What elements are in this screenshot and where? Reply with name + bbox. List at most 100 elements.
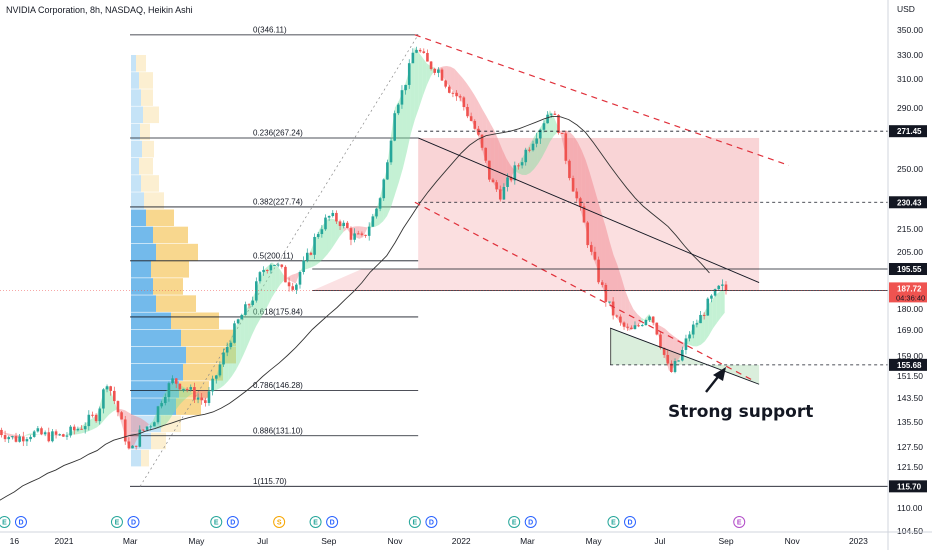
candle-body [11,436,14,438]
volume-profile-yellow-bar [153,226,188,244]
chart-title: NVIDIA Corporation, 8h, NASDAQ, Heikin A… [6,5,193,15]
candle-body [142,429,145,431]
ma-ribbon-segment [244,306,249,354]
fib-level-label: 0.382(227.74) [253,197,303,206]
event-marker[interactable] [110,516,123,528]
candle-body [367,226,371,236]
event-marker[interactable] [127,516,140,528]
candle-body [313,236,316,255]
candle-body [149,426,153,428]
time-tick-label: Nov [785,536,801,546]
event-marker[interactable] [508,516,521,528]
candle-body [262,269,265,273]
candle-body [619,316,622,323]
candle-body [276,264,280,266]
volume-profile [131,55,236,467]
candle-body [386,162,389,180]
event-marker[interactable] [408,516,421,528]
event-marker[interactable] [607,516,620,528]
volume-profile-yellow-bar [139,72,153,89]
candle-body [58,434,61,436]
event-marker[interactable] [226,516,239,528]
event-marker[interactable] [733,516,746,528]
candle-body [440,69,444,81]
time-axis[interactable]: 16 2021 Mar May Jul Sep Nov 2022 Mar May Jul Sep Nov… [0,531,932,546]
price-tag-bg [889,196,927,209]
candle-body [721,284,724,286]
event-marker[interactable] [210,516,223,528]
event-marker[interactable] [14,516,27,528]
time-tick-label: 2022 [452,536,471,546]
ma-ribbon-segment [335,219,340,244]
ma-ribbon-segment [295,271,300,284]
volume-profile-blue-bar [131,415,161,433]
candle-body [200,397,203,401]
candle-body [426,52,429,62]
price-tick-label: 180.00 [897,304,923,314]
event-marker[interactable] [0,516,11,528]
candle-body [415,49,418,53]
candle-body [531,143,535,151]
candle-body [411,52,415,64]
candle-body [600,282,604,285]
candle-body [127,441,131,449]
ma-ribbon-segment [677,338,681,363]
event-marker[interactable] [524,516,537,528]
volume-profile-blue-bar [131,243,156,261]
ma-ribbon-segment [569,132,574,188]
ma-ribbon-segment [446,66,451,89]
fib-level-label: 0.5(200.11) [253,251,294,260]
price-axis[interactable]: USD350.00330.00310.00290.00270.00250.002… [887,0,927,550]
ma-ribbon-segment [363,226,368,238]
candle-body [113,390,116,402]
candle-body [193,387,196,400]
candle-body [404,84,407,91]
candle-body [429,61,433,69]
event-marker[interactable] [326,516,339,528]
event-marker[interactable] [425,516,438,528]
candle-body [571,178,575,192]
candle-body [684,338,688,350]
candle-body [433,68,437,73]
candle-body [163,397,167,404]
event-marker-label: D [429,520,434,527]
candle-body [673,361,677,372]
ma-ribbon-segment [510,164,515,179]
candle-body [298,271,302,285]
price-tick-label: 310.00 [897,74,923,84]
event-marker[interactable] [273,516,286,528]
volume-profile-yellow-bar [153,278,183,295]
candle-body [484,147,487,161]
ma-ribbon-segment [458,73,463,103]
candle-body [586,222,589,246]
candle-body [688,334,691,339]
candle-body [560,132,564,134]
candle-body [422,51,426,53]
fib-level-label: 0.786(146.28) [253,381,303,390]
candle-body [258,272,262,282]
annotation-text: Strong support [668,402,813,422]
ma-ribbon-segment [128,412,133,450]
volume-profile-yellow-bar [146,209,174,227]
time-tick-label: Nov [387,536,403,546]
event-marker-label: E [2,520,7,527]
price-tag-bg [889,480,927,493]
candle-body [706,298,710,316]
ma-ribbon-segment [275,265,280,292]
ma-ribbon-segment [534,130,538,170]
candle-body [69,426,72,436]
event-marker[interactable] [309,516,322,528]
ma-ribbon-segment [148,421,153,428]
event-marker-label: E [214,520,219,527]
candle-body [480,134,484,148]
event-marker[interactable] [624,516,637,528]
ma-ribbon-segment [172,382,177,415]
candle-body [418,49,422,52]
candle-body [400,90,404,105]
ma-ribbon-segment [299,264,304,273]
resistance-zone-upper [418,137,760,203]
annotation-arrow-head [713,367,726,381]
price-tag-label: 155.68 [897,361,922,370]
